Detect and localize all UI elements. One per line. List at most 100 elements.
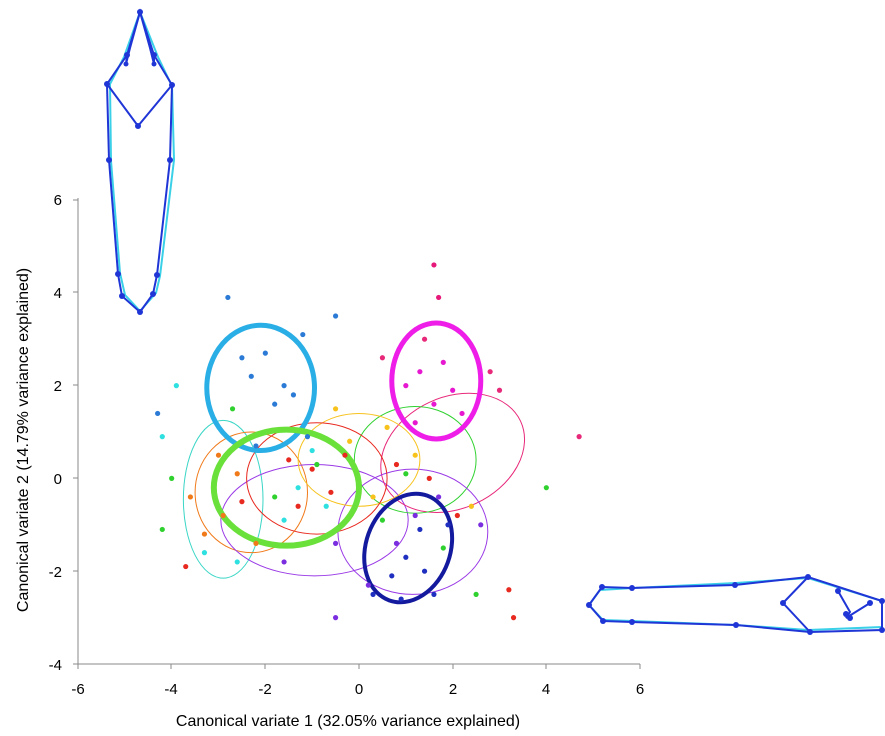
data-point: [389, 573, 395, 579]
data-point: [295, 503, 301, 509]
x-tick-label: -6: [71, 681, 84, 698]
data-point: [468, 503, 474, 509]
landmark: [599, 584, 605, 590]
landmark: [586, 602, 592, 608]
shape-wireframe-top: [104, 8, 176, 315]
group-ellipses: [182, 320, 526, 605]
data-point: [272, 494, 278, 500]
data-point: [347, 438, 353, 444]
data-point: [332, 313, 339, 319]
landmark: [151, 61, 157, 67]
landmark: [733, 622, 739, 628]
landmark: [879, 598, 885, 604]
wireframe-outline-blue: [105, 11, 174, 314]
data-point: [398, 596, 404, 602]
wireframe-outline-blue: [588, 575, 883, 634]
data-point: [487, 369, 493, 375]
data-point: [169, 475, 175, 481]
confidence-ellipse: [204, 322, 318, 454]
landmark: [835, 588, 841, 594]
data-point: [436, 294, 442, 301]
data-point: [506, 587, 512, 593]
data-point: [290, 392, 297, 398]
landmark: [847, 615, 853, 621]
data-points: [155, 262, 582, 621]
confidence-ellipse: [210, 426, 362, 549]
landmark: [124, 52, 130, 58]
data-point: [342, 452, 348, 458]
landmark: [115, 271, 121, 277]
x-tick-label: 0: [355, 681, 363, 698]
wireframe-bottom-landmarks: [586, 574, 885, 635]
data-point: [543, 485, 549, 491]
landmark: [879, 627, 885, 633]
data-point: [445, 522, 451, 528]
y-tick-label: -4: [49, 657, 62, 674]
data-point: [431, 262, 437, 268]
data-point: [253, 443, 259, 449]
x-ticks: [77, 664, 641, 669]
data-point: [239, 499, 245, 505]
data-point: [187, 494, 193, 500]
data-point: [201, 550, 208, 556]
confidence-ellipse: [380, 392, 526, 513]
data-point: [281, 383, 287, 389]
data-point: [173, 383, 179, 389]
shape-wireframe-bottom: [586, 574, 885, 635]
data-point: [332, 615, 339, 621]
data-point: [295, 485, 301, 491]
wireframe-inner-blue: [106, 83, 173, 128]
landmark: [600, 618, 606, 624]
data-point: [403, 471, 409, 477]
data-point: [379, 355, 386, 361]
data-point: [417, 369, 423, 375]
data-point: [183, 563, 189, 570]
landmark: [151, 52, 157, 58]
landmark: [137, 309, 143, 315]
data-point: [370, 591, 376, 598]
data-point: [403, 383, 409, 389]
data-point: [309, 466, 315, 472]
confidence-ellipse: [182, 419, 264, 579]
data-point: [412, 420, 418, 426]
data-point: [328, 489, 334, 495]
data-point: [304, 434, 311, 440]
data-point: [155, 410, 161, 417]
landmark: [135, 123, 141, 129]
data-point: [332, 406, 339, 412]
data-point: [262, 350, 268, 356]
data-point: [253, 540, 259, 546]
data-point: [365, 582, 371, 588]
wireframe-top-landmarks: [104, 9, 175, 315]
data-point: [440, 359, 446, 365]
data-point: [215, 452, 222, 458]
data-point: [440, 545, 446, 551]
data-point: [281, 559, 287, 565]
confidence-ellipse: [246, 422, 388, 535]
x-tick-label: 2: [449, 681, 457, 698]
data-point: [201, 531, 208, 537]
landmark: [629, 619, 635, 625]
landmark: [732, 582, 738, 588]
data-point: [229, 406, 236, 412]
landmark: [805, 574, 811, 580]
data-point: [393, 461, 400, 468]
data-point: [370, 494, 376, 500]
data-point: [248, 373, 254, 379]
y-tick-labels: 6 4 2 0 -2 -4: [49, 192, 62, 674]
landmark: [780, 600, 786, 606]
data-point: [159, 434, 165, 440]
landmark: [104, 81, 110, 87]
data-point: [421, 568, 428, 574]
data-point: [393, 540, 400, 546]
landmark: [629, 585, 635, 591]
data-point: [309, 447, 315, 454]
y-tick-label: 2: [54, 378, 62, 395]
data-point: [379, 517, 386, 523]
confidence-ellipse: [389, 320, 484, 442]
data-point: [234, 559, 240, 565]
data-point: [436, 494, 442, 500]
landmark: [106, 157, 112, 163]
data-point: [450, 387, 456, 393]
